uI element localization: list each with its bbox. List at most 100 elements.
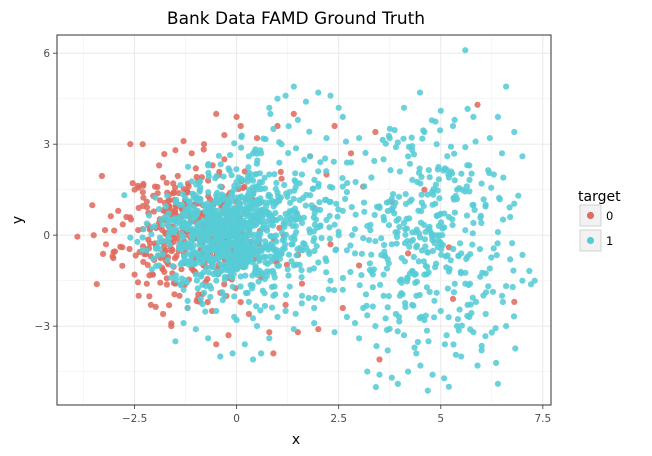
point-target-1 [356,335,363,342]
point-target-1 [256,179,263,186]
point-target-1 [364,368,371,375]
y-tick-label: 0 [43,230,50,242]
point-target-1 [276,255,284,262]
point-target-1 [276,197,283,205]
point-target-1 [503,83,510,90]
point-target-1 [425,338,432,345]
point-target-1 [273,238,280,245]
point-target-1 [478,347,485,354]
point-target-1 [213,307,220,315]
point-target-1 [151,223,159,230]
point-target-1 [347,268,354,276]
point-target-1 [415,258,422,265]
point-target-1 [195,179,202,186]
point-target-1 [472,298,480,305]
point-target-0 [151,183,159,190]
point-target-0 [176,292,183,299]
point-target-1 [184,163,192,170]
point-target-1 [262,136,269,143]
point-target-0 [356,262,363,269]
point-target-1 [290,83,297,90]
point-target-0 [126,245,133,253]
point-target-1 [360,235,367,242]
point-target-1 [196,186,203,193]
point-target-1 [290,195,297,202]
point-target-1 [285,123,292,130]
point-target-1 [281,181,288,189]
point-target-1 [445,268,452,275]
point-target-1 [311,176,318,183]
point-target-0 [237,122,244,130]
point-target-1 [422,243,429,250]
point-target-1 [274,189,281,196]
point-target-1 [267,232,274,240]
point-target-1 [413,350,420,357]
point-target-1 [291,187,298,194]
point-target-1 [356,135,363,142]
point-target-1 [438,246,445,253]
legend-marker-0 [586,211,595,220]
point-target-1 [392,310,399,318]
point-target-1 [489,288,497,295]
point-target-1 [482,333,489,340]
point-target-1 [184,297,191,304]
point-target-0 [140,194,147,201]
point-target-1 [239,206,246,213]
point-target-1 [437,307,444,315]
point-target-1 [220,252,227,259]
point-target-1 [323,216,330,224]
point-target-1 [352,178,359,186]
point-target-0 [93,281,100,288]
point-target-1 [221,232,228,239]
point-target-1 [225,165,232,172]
point-target-1 [437,127,444,134]
point-target-1 [312,216,320,223]
point-target-1 [463,255,470,263]
point-target-1 [351,250,359,257]
point-target-1 [134,238,141,245]
point-target-1 [429,201,436,208]
point-target-1 [388,374,395,381]
point-target-1 [143,220,150,227]
point-target-1 [421,236,428,243]
point-target-1 [225,259,232,266]
point-target-1 [400,332,408,339]
point-target-1 [351,226,359,233]
point-target-1 [332,247,339,254]
point-target-1 [298,219,306,227]
point-target-1 [245,298,252,305]
point-target-1 [486,135,493,142]
point-target-1 [285,150,292,157]
point-target-1 [471,206,478,213]
point-target-0 [298,280,306,287]
point-target-1 [400,219,408,227]
point-target-1 [180,233,187,240]
point-target-1 [470,201,477,208]
point-target-1 [376,371,383,378]
point-target-1 [152,194,159,201]
point-target-1 [322,255,329,262]
point-target-1 [298,292,306,299]
point-target-1 [323,269,330,276]
point-target-1 [499,298,506,306]
point-target-1 [188,253,195,260]
point-target-1 [385,222,393,229]
point-target-0 [168,248,175,255]
point-target-0 [200,146,207,153]
point-target-0 [143,198,150,205]
point-target-1 [412,279,419,286]
point-target-1 [378,235,385,242]
point-target-1 [291,217,298,224]
point-target-1 [398,254,405,262]
point-target-1 [396,168,403,175]
point-target-1 [243,210,250,217]
point-target-1 [451,177,458,184]
point-target-1 [420,203,427,210]
point-target-1 [462,144,469,151]
point-target-1 [292,223,299,230]
point-target-1 [286,283,293,290]
point-target-1 [444,153,451,160]
point-target-1 [376,204,383,211]
point-target-1 [390,203,397,210]
